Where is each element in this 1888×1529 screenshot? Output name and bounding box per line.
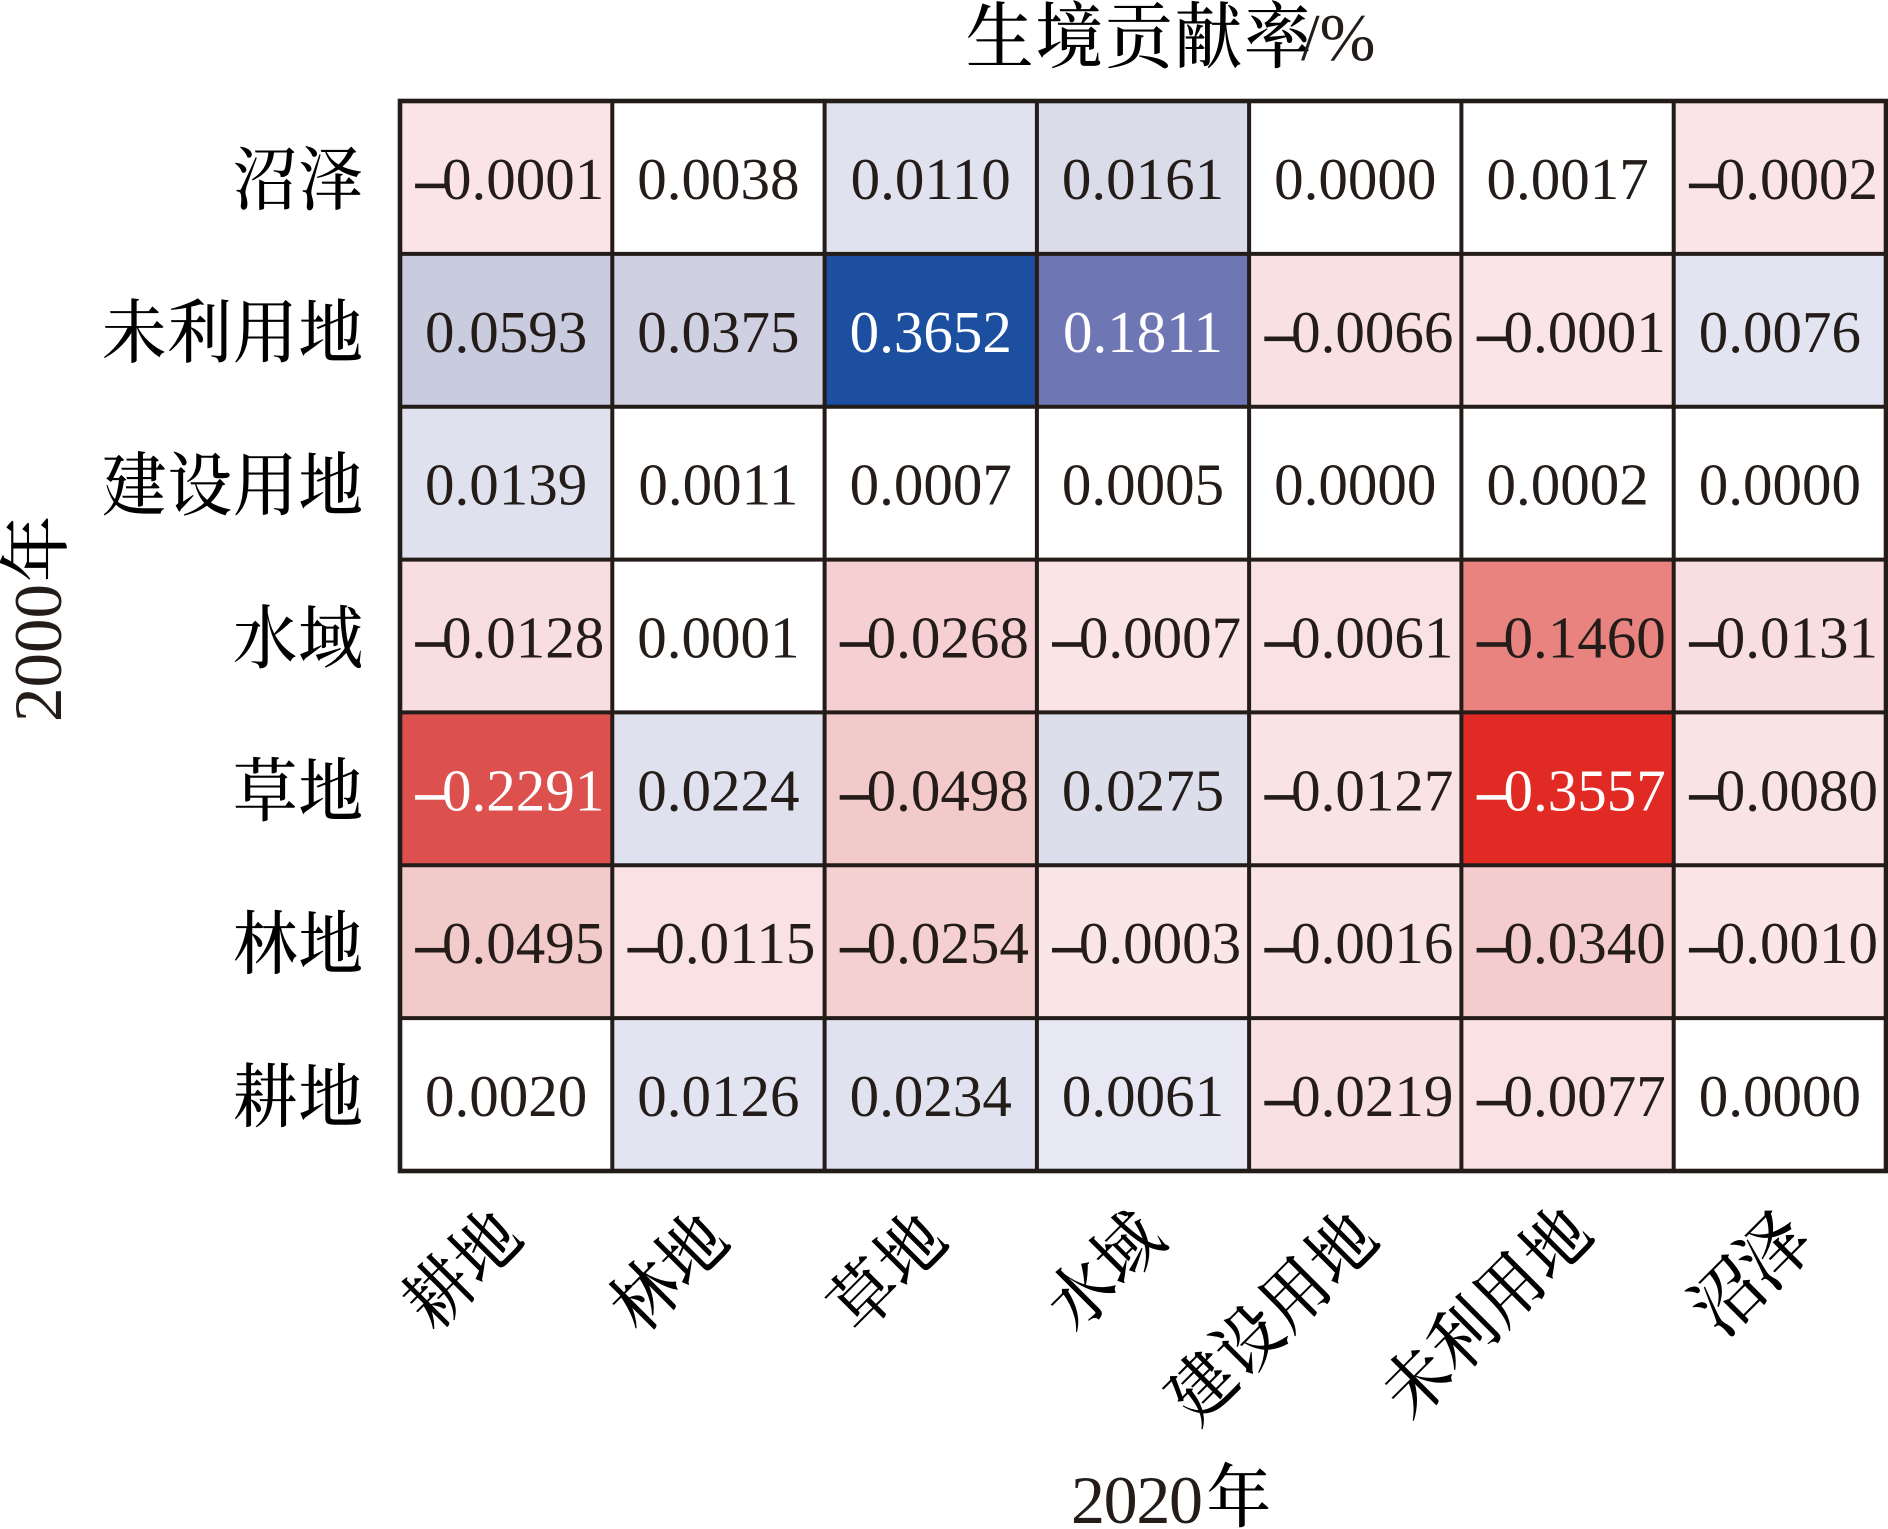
svg-text:0.0219: 0.0219 [1291,1063,1453,1129]
svg-text:0.0076: 0.0076 [1699,299,1861,365]
svg-text:0.0495: 0.0495 [442,910,604,976]
svg-text:0.0268: 0.0268 [867,605,1029,671]
svg-text:0.1811: 0.1811 [1063,299,1223,365]
svg-text:0.0161: 0.0161 [1062,146,1224,212]
svg-text:0.0498: 0.0498 [867,757,1029,823]
svg-text:0.0115: 0.0115 [655,910,815,976]
svg-text:0.0001: 0.0001 [637,605,799,671]
svg-text:0.0000: 0.0000 [1699,452,1861,518]
svg-text:0.0002: 0.0002 [1716,146,1878,212]
svg-text:0.1460: 0.1460 [1503,605,1665,671]
svg-text:0.0010: 0.0010 [1716,910,1878,976]
svg-text:0.0000: 0.0000 [1274,146,1436,212]
svg-text:0.0128: 0.0128 [442,605,604,671]
svg-text:0.0061: 0.0061 [1062,1063,1224,1129]
svg-text:0.0011: 0.0011 [638,452,798,518]
svg-text:0.0375: 0.0375 [637,299,799,365]
svg-text:/%: /% [1301,1,1375,75]
svg-text:0.0340: 0.0340 [1503,910,1665,976]
svg-text:0.3652: 0.3652 [850,299,1012,365]
svg-text:0.0254: 0.0254 [867,910,1029,976]
svg-text:0.0593: 0.0593 [425,299,587,365]
svg-text:0.0131: 0.0131 [1716,605,1878,671]
svg-text:0.0234: 0.0234 [850,1063,1012,1129]
svg-text:0.0077: 0.0077 [1503,1063,1665,1129]
svg-text:2020: 2020 [1071,1462,1203,1529]
svg-text:0.0020: 0.0020 [425,1063,587,1129]
svg-text:0.0038: 0.0038 [637,146,799,212]
svg-text:0.0001: 0.0001 [1503,299,1665,365]
svg-text:0.0066: 0.0066 [1291,299,1453,365]
svg-text:0.0017: 0.0017 [1486,146,1648,212]
svg-text:0.0000: 0.0000 [1274,452,1436,518]
svg-text:0.0126: 0.0126 [637,1063,799,1129]
svg-text:0.0139: 0.0139 [425,452,587,518]
svg-text:0.0224: 0.0224 [637,757,799,823]
svg-text:0.3557: 0.3557 [1503,757,1665,823]
svg-text:0.0275: 0.0275 [1062,757,1224,823]
svg-text:2000: 2000 [0,584,76,722]
svg-text:0.0061: 0.0061 [1291,605,1453,671]
svg-text:0.2291: 0.2291 [442,757,604,823]
svg-text:0.0002: 0.0002 [1486,452,1648,518]
svg-text:0.0016: 0.0016 [1291,910,1453,976]
svg-text:0.0005: 0.0005 [1062,452,1224,518]
svg-text:0.0001: 0.0001 [442,146,604,212]
svg-text:0.0110: 0.0110 [851,146,1011,212]
svg-text:0.0003: 0.0003 [1079,910,1241,976]
svg-text:0.0007: 0.0007 [1079,605,1241,671]
svg-text:0.0007: 0.0007 [850,452,1012,518]
svg-text:0.0127: 0.0127 [1291,757,1453,823]
svg-text:0.0000: 0.0000 [1699,1063,1861,1129]
svg-text:0.0080: 0.0080 [1716,757,1878,823]
